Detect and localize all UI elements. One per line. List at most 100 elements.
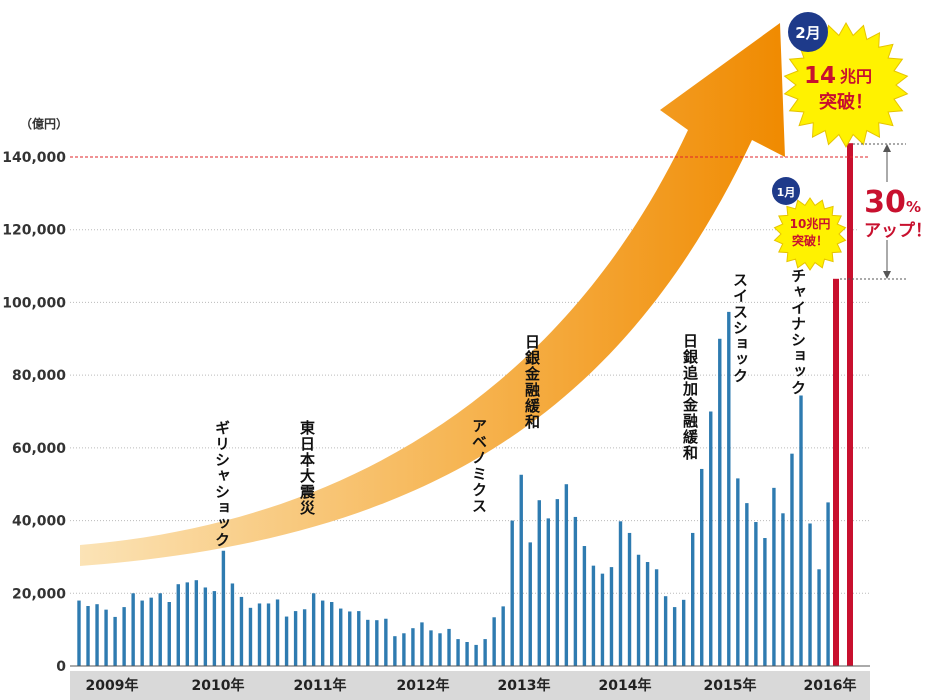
bar (320, 600, 325, 666)
bracket-arrow-up (883, 144, 891, 152)
bar (230, 583, 235, 666)
increase-bracket: 30 % アップ！ (840, 143, 938, 280)
increase-number: 30 (864, 185, 906, 220)
bar (375, 620, 379, 666)
bar (727, 311, 731, 666)
bar (266, 603, 271, 666)
bar (393, 636, 397, 666)
bar (248, 607, 253, 666)
bar (817, 569, 821, 666)
x-year-label: 2016年 (804, 677, 857, 694)
bar (77, 600, 81, 666)
bar (736, 478, 740, 666)
bar (257, 603, 262, 666)
february-callout-number: 14 (804, 63, 836, 89)
february-callout: 2月 14 兆円 突破！ (783, 12, 909, 149)
x-year-label: 2009年 (86, 677, 139, 694)
bar (221, 550, 226, 666)
bar (176, 584, 180, 666)
january-callout: 1月 10兆円 突破！ (772, 177, 847, 271)
bar (275, 599, 280, 666)
bar (663, 596, 668, 666)
bar (510, 520, 514, 666)
bar (573, 516, 578, 666)
highlight-bar-january (833, 278, 839, 666)
january-burst (773, 197, 847, 271)
annotation-swiss-shock: スイスショック (731, 272, 749, 384)
february-callout-unit: 兆円 (840, 67, 872, 86)
bar (537, 500, 541, 666)
bar (203, 587, 208, 666)
y-tick-labels: 0 20,000 40,000 60,000 80,000 100,000 120,000 1… (2, 150, 66, 675)
bar (420, 622, 424, 666)
x-year-label: 2012年 (397, 677, 450, 694)
bar (339, 608, 343, 666)
bar (636, 554, 641, 666)
bar (501, 606, 505, 666)
bar (239, 596, 244, 666)
bar (591, 565, 596, 666)
bar (781, 513, 785, 666)
x-year-label: 2014年 (599, 677, 652, 694)
bar (691, 532, 695, 666)
january-badge (772, 177, 800, 205)
january-callout-line2: 突破！ (792, 233, 828, 248)
bar (492, 617, 496, 666)
bar (772, 487, 776, 666)
increase-text: アップ！ (864, 220, 932, 241)
growth-arrow (80, 23, 785, 566)
x-year-labels: 2009年 2010年 2011年 2012年 2013年 2014年 2015年 2016年 (86, 677, 857, 694)
january-badge-label: 1月 (777, 186, 796, 199)
highlight-bars (833, 143, 853, 667)
bar (158, 593, 162, 666)
y-tick-label: 100,000 (2, 295, 66, 311)
bar (402, 633, 406, 666)
bar (672, 607, 677, 666)
bar (528, 542, 532, 666)
bar (718, 338, 722, 666)
y-tick-label: 60,000 (12, 441, 66, 457)
bracket-label-bg (858, 182, 938, 240)
annotation-boj-additional-easing: 日銀追加金融緩和 (681, 333, 699, 461)
january-callout-line1: 10兆円 (790, 216, 831, 231)
bar (104, 609, 108, 666)
bracket-arrow-down (883, 271, 891, 279)
annotation-boj-easing: 日銀金融緩和 (523, 334, 541, 430)
y-tick-label: 140,000 (2, 150, 66, 166)
bar (799, 395, 803, 666)
bar (95, 604, 99, 666)
bar (456, 639, 460, 666)
bar (519, 474, 523, 666)
bar (465, 642, 469, 666)
bar (140, 600, 144, 666)
bar (582, 546, 587, 666)
bar (411, 628, 415, 666)
y-tick-label: 20,000 (12, 586, 66, 602)
bar (185, 582, 189, 666)
bar (429, 630, 433, 666)
highlight-bar-february (847, 143, 853, 667)
annotation-abenomics: アベノミクス (470, 418, 488, 514)
bar (212, 591, 217, 666)
bar (474, 644, 478, 666)
x-year-label: 2015年 (704, 677, 757, 694)
bar (808, 523, 812, 666)
bar (555, 499, 560, 666)
y-axis-unit-label: （億円） (20, 116, 68, 131)
bar (113, 616, 117, 666)
bar (384, 618, 388, 666)
y-tick-label: 120,000 (2, 223, 66, 239)
bars (77, 311, 830, 666)
x-year-label: 2013年 (498, 677, 551, 694)
bar (284, 616, 289, 666)
bar (293, 611, 298, 666)
bar (122, 607, 126, 666)
february-badge-label: 2月 (795, 24, 820, 42)
bar (600, 573, 605, 666)
bar (654, 569, 659, 666)
bar (366, 619, 370, 666)
bar (790, 453, 794, 666)
bar (348, 611, 352, 666)
february-badge (788, 12, 828, 52)
